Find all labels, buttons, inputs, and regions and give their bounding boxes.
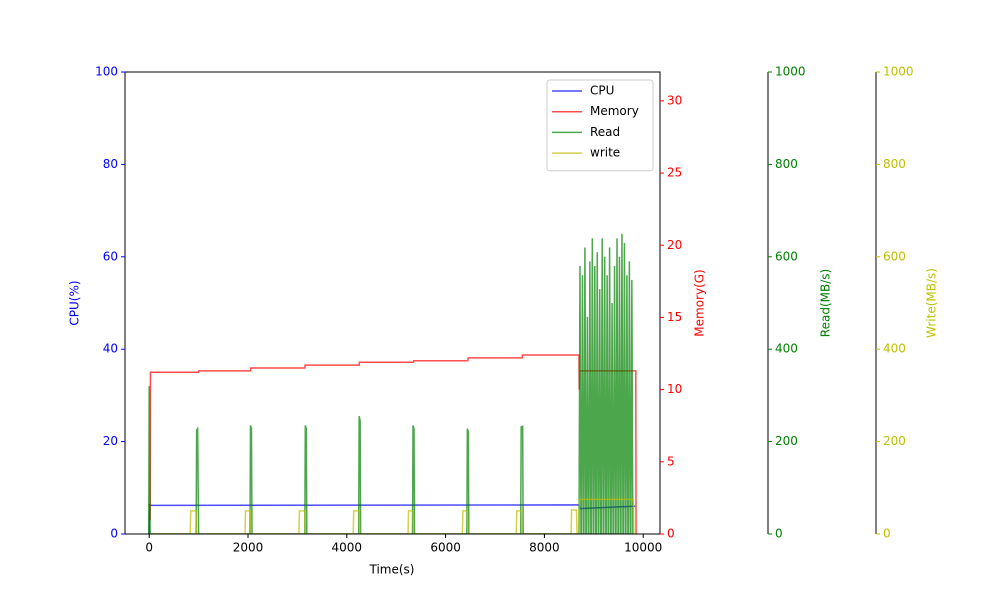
x-tick-label: 2000 [233,541,264,555]
y-tick-label: 5 [667,454,675,468]
x-tick-label: 0 [145,541,153,555]
y-tick-label: 800 [775,157,798,171]
y-tick-label: 10 [667,382,682,396]
y-tick-label: 400 [883,342,906,356]
y-axis-label: Memory(G) [693,269,707,336]
y-tick-label: 60 [103,249,118,263]
y-tick-label: 20 [667,238,682,252]
y-tick-label: 30 [667,93,682,107]
y-tick-label: 200 [883,434,906,448]
series-line [149,354,637,534]
series-line [147,233,634,534]
y-tick-label: 0 [775,527,783,541]
y-axis-label: Read(MB/s) [819,269,833,337]
legend-box [546,79,654,172]
y-tick-label: 20 [103,434,118,448]
y-tick-label: 15 [667,310,682,324]
plot-frame [124,71,661,535]
series-line [148,503,636,534]
y-tick-label: 40 [103,342,118,356]
y-tick-label: 600 [775,249,798,263]
x-axis-label: Time(s) [369,563,415,577]
x-tick-label: 8000 [529,541,560,555]
y-tick-label: 600 [883,249,906,263]
legend-label: CPU [590,84,614,98]
legend-label: Read [590,125,620,139]
x-tick-label: 10000 [624,541,662,555]
legend-label: Memory [590,104,639,118]
y-axis-label: Write(MB/s) [925,268,939,338]
y-tick-label: 1000 [883,65,914,79]
legend-label: write [590,146,620,160]
y-tick-label: 0 [667,527,675,541]
x-tick-label: 4000 [332,541,363,555]
y-tick-label: 0 [110,527,118,541]
y-tick-label: 0 [883,527,891,541]
y-axis-label: CPU(%) [68,280,82,325]
y-tick-label: 1000 [775,65,806,79]
legend: CPU Memory Read write [546,79,654,172]
y-tick-label: 100 [95,65,118,79]
y-tick-label: 80 [103,157,118,171]
y-tick-label: 25 [667,166,682,180]
y-tick-label: 800 [883,157,906,171]
x-tick-label: 6000 [430,541,461,555]
y-tick-label: 200 [775,434,798,448]
series-line [149,498,635,534]
y-tick-label: 400 [775,342,798,356]
